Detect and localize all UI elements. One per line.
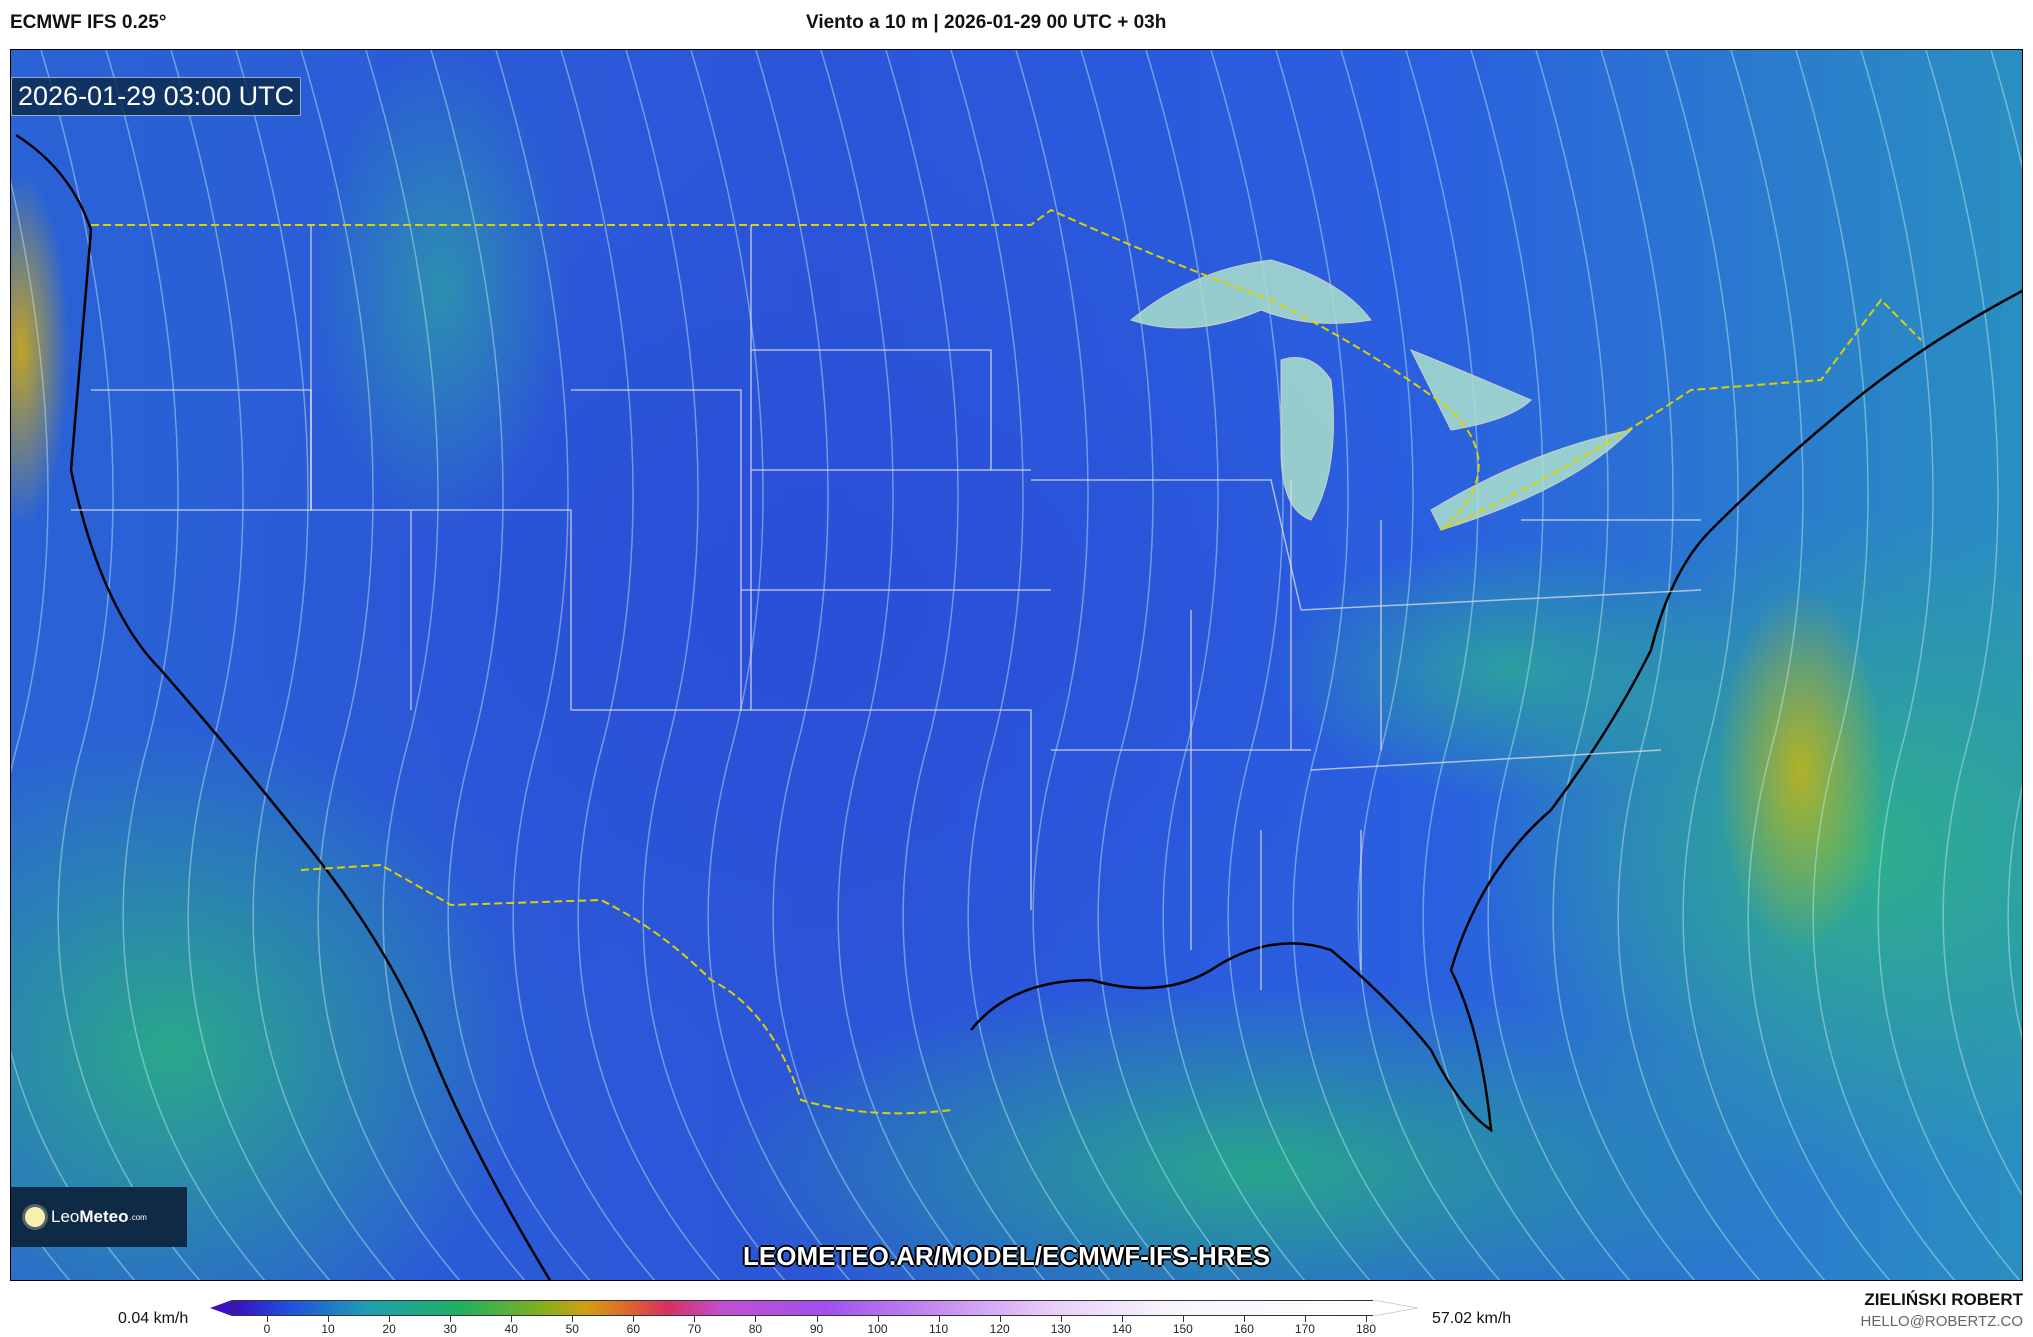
wind-streamline [885, 50, 1046, 1280]
colorbar [232, 1300, 1374, 1316]
wind-streamline [1015, 50, 1176, 1280]
author-name: ZIELIŃSKI ROBERT [1864, 1290, 2023, 1309]
colorbar-tick [267, 1316, 268, 1322]
wind-streamline [11, 179, 136, 1280]
model-name: ECMWF IFS 0.25° [10, 12, 167, 33]
wind-streamline [755, 50, 916, 1280]
colorbar-left-arrow [210, 1300, 232, 1316]
wind-streamline [300, 50, 461, 1280]
colorbar-tick [1121, 1316, 1123, 1322]
colorbar-tick [328, 1316, 330, 1322]
wind-streamline [1535, 50, 1696, 1280]
colorbar-tick-label: 80 [748, 1322, 763, 1336]
wind-streamline [950, 50, 1111, 1280]
wind-streamline [1990, 50, 2022, 1041]
colorbar-tick [633, 1316, 635, 1322]
colorbar-tick [816, 1316, 818, 1322]
wind-streamline [40, 50, 201, 1280]
wind-streamline [365, 50, 526, 1280]
colorbar-tick-label: 180 [1355, 1322, 1377, 1336]
author-email[interactable]: HELLO@ROBERTZ.CO [1860, 1313, 2023, 1330]
colorbar-tick [1182, 1316, 1184, 1322]
map-overlay [11, 50, 2022, 1280]
colorbar-tick-label: 50 [565, 1322, 579, 1336]
colorbar-tick [1060, 1316, 1062, 1322]
colorbar-max-label: 57.02 km/h [1432, 1310, 1512, 1327]
colorbar-tick-label: 20 [382, 1322, 396, 1336]
colorbar-tick [1304, 1316, 1306, 1322]
colorbar-tick-label: 60 [626, 1322, 641, 1336]
wind-streamline [1470, 50, 1631, 1280]
colorbar-tick [938, 1316, 940, 1322]
colorbar-tick-label: 120 [989, 1322, 1010, 1336]
wind-streamline [105, 50, 266, 1280]
colorbar-tick [999, 1316, 1001, 1322]
wind-streamline [1600, 50, 1761, 1280]
source-url-watermark: LEOMETEO.AR/MODEL/ECMWF-IFS-HRES [743, 1241, 1271, 1271]
wind-map[interactable]: 2026-01-29 03:00 UTC Leo Meteo .com LEOMET… [10, 49, 2023, 1281]
colorbar-tick [572, 1316, 574, 1322]
leometeo-logo[interactable]: Leo Meteo .com [11, 1187, 187, 1247]
colorbar-tick-label: 90 [809, 1322, 824, 1336]
wind-streamline [430, 50, 591, 1280]
colorbar-tick [877, 1316, 879, 1322]
wind-streamline [235, 50, 396, 1280]
colorbar-tick [511, 1316, 513, 1322]
colorbar-tick [694, 1316, 696, 1322]
coastline [15, 133, 2022, 1280]
country-border [91, 208, 1922, 1115]
colorbar-tick-label: 40 [504, 1322, 518, 1336]
colorbar-tick [450, 1316, 452, 1322]
wind-streamline [690, 50, 851, 1280]
colorbar-tick [1243, 1316, 1245, 1322]
wind-streamline [560, 50, 721, 1280]
wind-streamline [1275, 50, 1436, 1280]
colorbar-tick [389, 1316, 391, 1322]
colorbar-tick-label: 140 [1111, 1322, 1132, 1336]
wind-streamline [1925, 50, 2022, 1196]
wind-streamline [1665, 50, 1826, 1280]
colorbar-tick [1366, 1316, 1367, 1322]
logo-text-bold: Meteo [79, 1207, 129, 1226]
state-borders [71, 225, 1702, 990]
wind-streamline [625, 50, 786, 1280]
colorbar-tick-label: 130 [1050, 1322, 1071, 1336]
colorbar-tick-label: 150 [1172, 1322, 1193, 1336]
wind-streamline [170, 50, 331, 1280]
colorbar-tick-label: 10 [321, 1322, 335, 1336]
logo-suffix: .com [129, 1212, 147, 1222]
colorbar-tick [755, 1316, 757, 1322]
colorbar-right-arrow [1373, 1300, 1417, 1316]
wind-streamline [1795, 50, 1956, 1280]
colorbar-tick-label: 170 [1294, 1322, 1315, 1336]
valid-time-label: 2026-01-29 03:00 UTC [11, 77, 302, 116]
wind-streamline [1405, 50, 1566, 1280]
colorbar-tick-label: 100 [867, 1322, 888, 1336]
colorbar-tick-label: 30 [443, 1322, 457, 1336]
sun-icon [25, 1207, 45, 1227]
wind-streamline [1340, 50, 1501, 1280]
wind-streamline [11, 1199, 71, 1280]
colorbar-tick-label: 70 [687, 1322, 702, 1336]
wind-streamline [820, 50, 981, 1280]
great-lakes [1129, 259, 1633, 531]
wind-streamline [1145, 50, 1306, 1280]
logo-text-light: Leo [51, 1207, 80, 1226]
colorbar-min-label: 0.04 km/h [118, 1310, 189, 1327]
colorbar-tick-label: 0 [263, 1322, 271, 1336]
colorbar-tick-label: 160 [1233, 1322, 1254, 1336]
wind-streamline [495, 50, 656, 1280]
wind-streamline [1730, 50, 1891, 1280]
wind-streamline [1860, 50, 2021, 1280]
colorbar-tick-label: 110 [929, 1322, 949, 1336]
map-title: Viento a 10 m | 2026-01-29 00 UTC + 03h [806, 12, 1167, 33]
